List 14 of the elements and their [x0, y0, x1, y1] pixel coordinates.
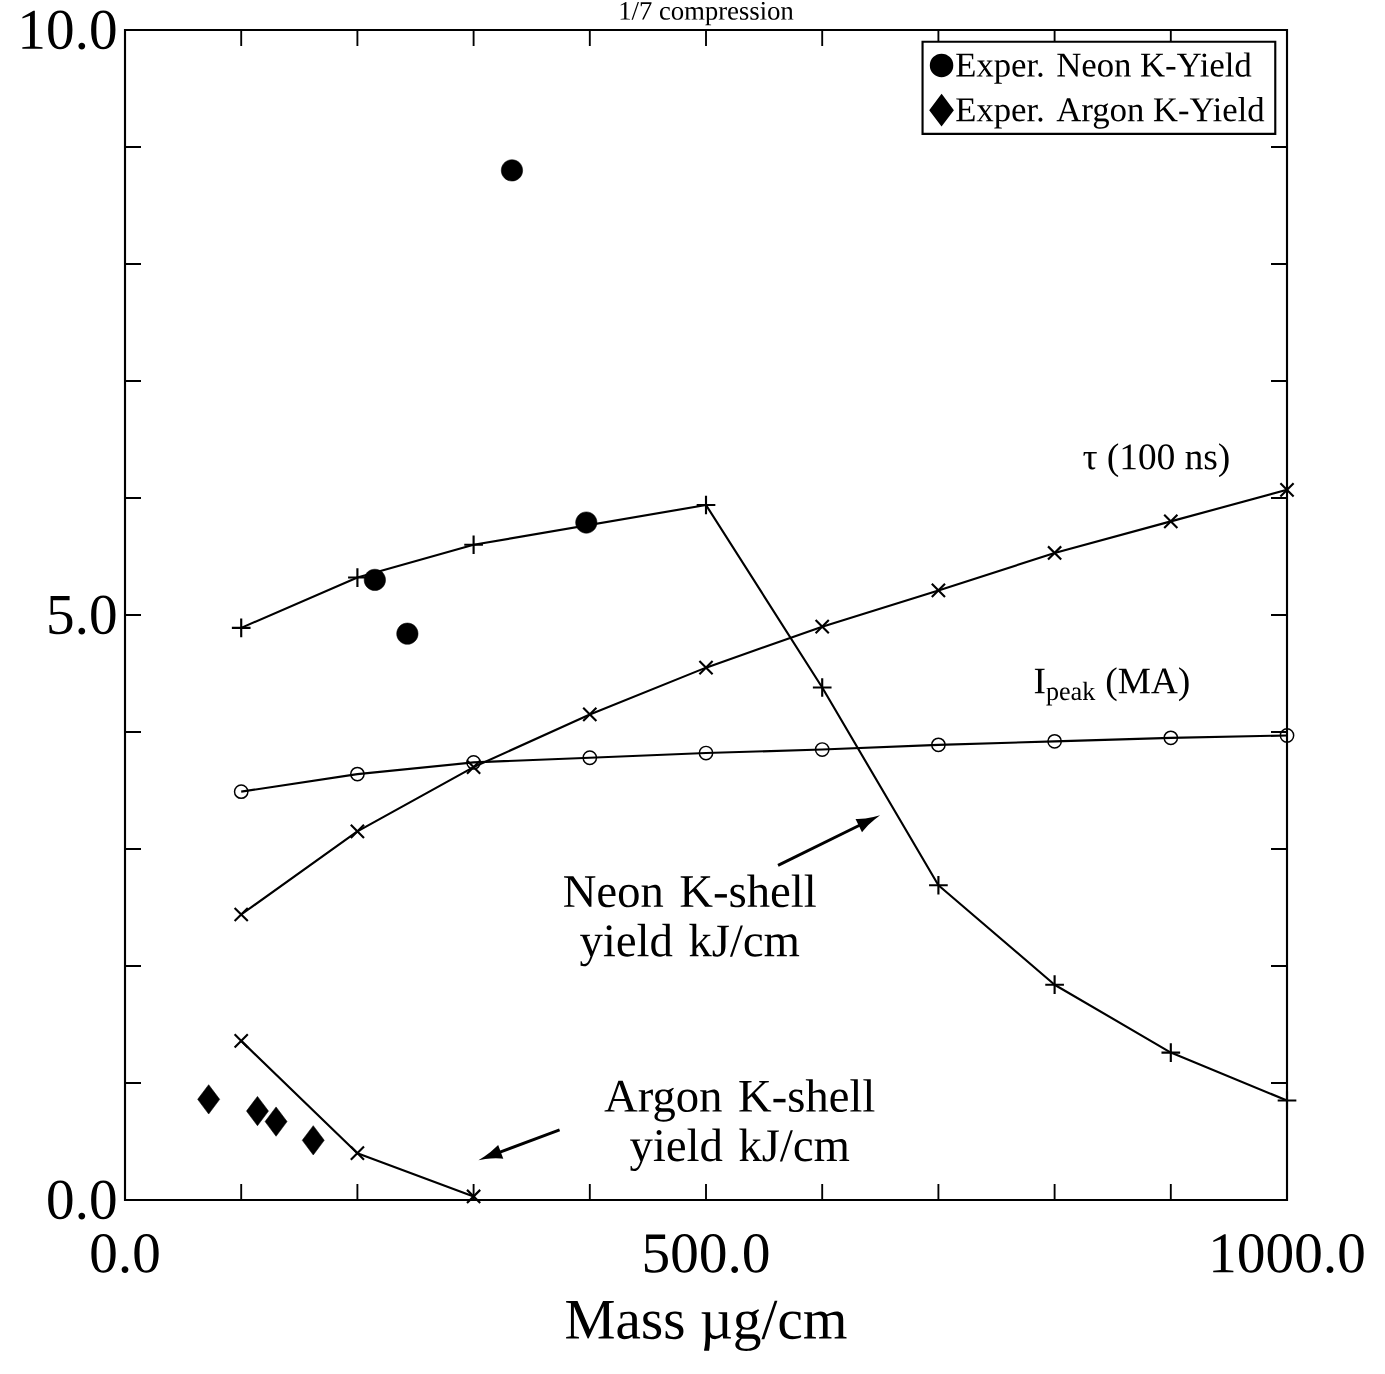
series-label: I$_{peak}$ (MA) [1034, 667, 1189, 706]
x-tick-label: 0.0 [91, 1234, 159, 1273]
y-tick-label: 0.0 [48, 1180, 116, 1220]
x-tick-label: 1000.0 [1213, 1234, 1364, 1273]
y-tick-label: 10.0 [22, 10, 116, 50]
x-axis-title: Mass µg/cm [566, 1300, 847, 1351]
legend-label: Exper. Argon K-Yield [956, 97, 1265, 129]
legend-label: Exper. Neon K-Yield [956, 52, 1252, 84]
annotation: Argon K-shell yield kJ/cm [604, 1079, 875, 1172]
series-label: τ (100 ns) [1083, 443, 1229, 478]
annotation: Neon K-shell yield kJ/cm [564, 874, 816, 967]
x-tick-label: 500.0 [644, 1234, 769, 1273]
chart-title: 1/7 compression [620, 1, 794, 26]
y-tick-label: 5.0 [49, 595, 116, 635]
